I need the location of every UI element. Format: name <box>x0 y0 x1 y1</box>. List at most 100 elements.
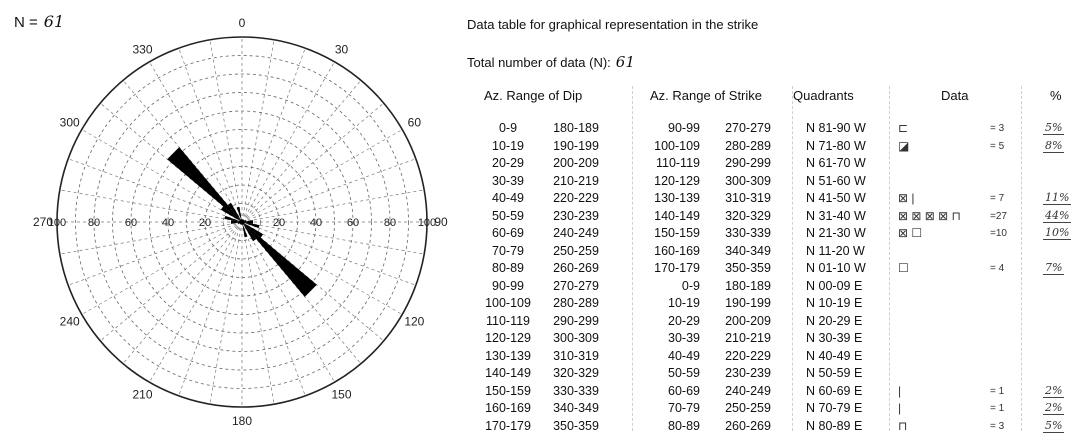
rose-spoke <box>68 221 243 286</box>
dip-range: 0-9 <box>498 121 518 135</box>
strike-range-opposite: 250-259 <box>725 401 771 415</box>
rose-grid-circle <box>93 73 391 371</box>
tally-marks: ⊓ <box>898 418 908 433</box>
rose-spoke <box>241 221 335 383</box>
tally-marks: ⊠ ☐ <box>898 226 923 240</box>
rose-spoke <box>241 80 362 223</box>
azimuth-label: 300 <box>60 116 80 130</box>
dip-range-opposite: 210-219 <box>553 173 599 188</box>
tally-count: = 1 <box>990 385 1005 397</box>
rose-spoke <box>81 129 243 223</box>
rose-diagram: 0 30 60 90 120 150 180 210 240 270 300 330 100 80 60 40… <box>33 16 448 428</box>
strike-range-opposite: 210-219 <box>725 331 771 345</box>
quadrant: N 21-30 W <box>806 226 866 240</box>
header-data: Data <box>941 88 969 103</box>
strike-range: 170-179 <box>654 261 700 275</box>
strike-range: 0-9 <box>681 278 700 293</box>
quadrant: N 50-59 E <box>806 366 863 380</box>
azimuth-label: 180 <box>232 414 252 428</box>
strike-range: 120-129 <box>654 173 700 188</box>
dip-range-opposite: 260-269 <box>553 261 599 275</box>
dip-range: 170-179 <box>485 418 531 433</box>
header-percent: % <box>1050 88 1062 103</box>
tally-count: = 5 <box>990 140 1005 152</box>
quadrant: N 80-89 E <box>806 418 863 433</box>
quadrant: N 00-09 E <box>806 278 863 293</box>
strike-range: 130-139 <box>654 191 700 205</box>
scale-label: 60 <box>125 217 137 229</box>
rose-spoke <box>241 221 416 286</box>
strike-range-opposite: 350-359 <box>725 261 771 275</box>
rose-petal <box>230 220 242 222</box>
azimuth-label: 210 <box>132 387 152 401</box>
total-value: 61 <box>615 53 635 71</box>
scale-label: 100 <box>48 217 66 229</box>
azimuth-label: 330 <box>132 43 152 57</box>
tally-marks: ◪ <box>898 138 910 153</box>
percent-value: 11% <box>1043 191 1072 205</box>
tally-marks: ⊏ <box>898 121 909 135</box>
dip-range: 60-69 <box>492 226 524 240</box>
rose-petal <box>242 222 260 229</box>
rose-spoke <box>178 221 243 396</box>
table-title: Data table for graphical representation … <box>467 17 759 32</box>
rose-grid-circle <box>112 92 372 352</box>
strike-range-opposite: 190-199 <box>725 296 771 310</box>
rose-spoke <box>209 39 243 223</box>
column-divider <box>792 86 793 431</box>
scale-label: 40 <box>162 217 174 229</box>
tally-count: =10 <box>990 228 1007 239</box>
dip-range: 30-39 <box>492 173 524 188</box>
strike-range-opposite: 220-229 <box>725 348 771 363</box>
rose-spoke <box>68 158 243 223</box>
tally-marks: | <box>898 383 902 398</box>
column-divider <box>889 86 890 431</box>
dip-range-opposite: 190-199 <box>553 138 599 153</box>
quadrant: N 60-69 E <box>806 383 863 398</box>
azimuth-label: 270 <box>33 215 53 229</box>
strike-range: 90-99 <box>668 121 700 135</box>
dip-range: 100-109 <box>485 296 531 310</box>
strike-range: 50-59 <box>668 366 700 380</box>
rose-grid-circle <box>56 36 428 408</box>
rose-spoke <box>241 48 306 223</box>
strike-range: 110-119 <box>655 156 700 170</box>
rose-spoke <box>59 189 243 223</box>
dip-range-opposite: 250-259 <box>553 243 599 258</box>
column-divider <box>632 86 633 431</box>
rose-petal <box>242 222 254 224</box>
rose-spoke <box>241 221 362 364</box>
scale-label: 60 <box>347 217 359 229</box>
dip-range: 90-99 <box>492 278 524 293</box>
tally-marks: ⊠ ⊠ ⊠ ⊠ ⊓ <box>898 208 961 223</box>
strike-range: 10-19 <box>668 296 700 310</box>
strike-range: 70-79 <box>668 401 700 415</box>
dip-range-opposite: 280-289 <box>553 296 599 310</box>
dip-range-opposite: 290-299 <box>553 313 599 328</box>
strike-range: 140-149 <box>654 208 700 223</box>
rose-petal <box>242 220 254 222</box>
rose-petal <box>167 147 242 222</box>
dip-range-opposite: 320-329 <box>553 366 599 380</box>
strike-range-opposite: 230-239 <box>725 366 771 380</box>
dip-range: 110-119 <box>485 313 531 328</box>
azimuth-label: 240 <box>60 315 80 329</box>
percent-value: 7% <box>1043 261 1065 275</box>
tally-marks: ☐ <box>898 261 909 275</box>
tally-count: = 1 <box>990 403 1005 414</box>
strike-range: 20-29 <box>668 313 700 328</box>
scale-label: 100 <box>418 217 436 229</box>
rose-spoke <box>241 221 306 396</box>
rose-spoke <box>241 221 425 255</box>
strike-range: 150-159 <box>654 226 700 240</box>
dip-range-opposite: 230-239 <box>553 208 599 223</box>
strike-range: 80-89 <box>668 418 700 433</box>
strike-range-opposite: 290-299 <box>725 156 771 170</box>
rose-spoke <box>149 61 243 223</box>
scale-label: 20 <box>273 217 285 229</box>
tally-count: = 4 <box>990 263 1005 274</box>
quadrant: N 40-49 E <box>806 348 863 363</box>
strike-range-opposite: 300-309 <box>725 173 771 188</box>
rose-petal <box>242 222 317 297</box>
total-label: Total number of data (N): <box>467 55 611 70</box>
